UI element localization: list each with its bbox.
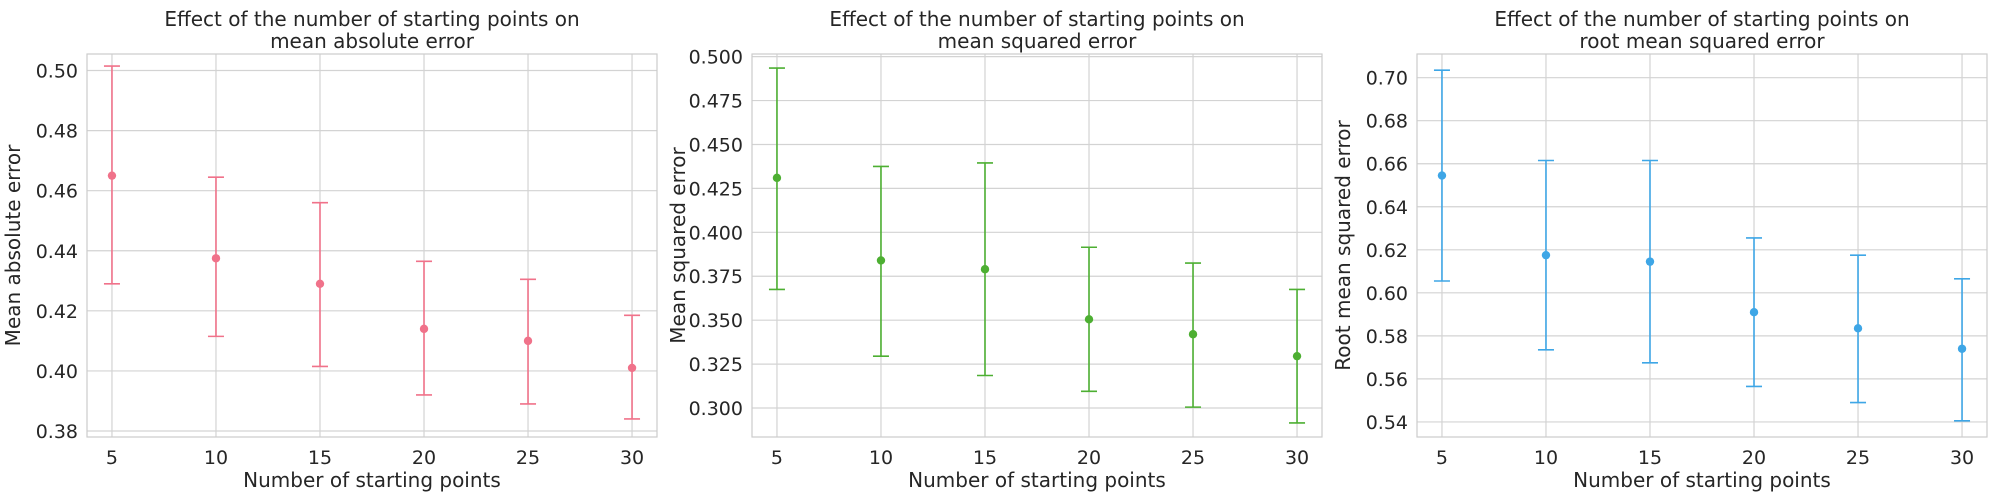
data-point <box>1749 308 1759 317</box>
chart-title-line-1: Effect of the number of starting points … <box>1494 7 1909 31</box>
data-point <box>1188 330 1198 339</box>
y-tick-label: 0.500 <box>689 47 743 69</box>
y-tick-label: 0.66 <box>1366 154 1408 176</box>
chart-title-line-2: root mean squared error <box>1579 29 1825 53</box>
x-axis-label: Number of starting points <box>908 468 1166 492</box>
y-tick-label: 0.42 <box>36 301 78 323</box>
y-tick-label: 0.68 <box>1366 111 1408 133</box>
y-tick-label: 0.60 <box>1366 283 1408 305</box>
y-tick-label: 0.375 <box>689 266 743 288</box>
x-tick-label: 20 <box>1742 447 1766 469</box>
x-tick-label: 5 <box>771 447 783 469</box>
y-axis-label: Mean squared error <box>666 147 690 344</box>
y-tick-label: 0.44 <box>36 241 78 263</box>
y-tick-label: 0.325 <box>689 354 743 376</box>
chart-panel-1: 0.38 0.40 0.42 0.44 0.46 0.48 0.50 5 10 15 20 25 30 E… <box>1 7 658 492</box>
data-point <box>211 254 221 263</box>
x-tick-label: 30 <box>1950 447 1974 469</box>
y-tick-label: 0.56 <box>1366 369 1408 391</box>
y-tick-label: 0.40 <box>36 361 78 383</box>
x-axis-label: Number of starting points <box>243 468 501 492</box>
x-tick-label: 10 <box>1534 447 1558 469</box>
y-tick-label: 0.350 <box>689 310 743 332</box>
x-tick-label: 20 <box>1077 447 1101 469</box>
y-tick-label: 0.70 <box>1366 68 1408 90</box>
data-point <box>627 363 637 373</box>
data-point <box>107 171 117 180</box>
y-tick-label: 0.475 <box>689 91 743 113</box>
y-tick-label: 0.64 <box>1366 197 1408 219</box>
data-point <box>980 265 990 274</box>
data-point <box>419 324 429 334</box>
data-point <box>315 279 325 288</box>
data-point <box>876 256 886 265</box>
data-point <box>772 173 782 183</box>
plot-frame <box>86 53 658 438</box>
x-tick-label: 30 <box>620 447 644 469</box>
x-tick-label: 15 <box>1638 447 1662 469</box>
y-tick-label: 0.300 <box>689 398 743 420</box>
x-tick-label: 5 <box>106 447 118 469</box>
x-tick-label: 5 <box>1436 447 1448 469</box>
data-point <box>1957 344 1967 353</box>
chart-title-line-1: Effect of the number of starting points … <box>164 7 579 31</box>
chart-title-line-2: mean squared error <box>938 29 1137 53</box>
x-tick-label: 15 <box>973 447 997 469</box>
x-tick-label: 30 <box>1285 447 1309 469</box>
y-tick-label: 0.62 <box>1366 240 1408 262</box>
y-tick-label: 0.54 <box>1366 412 1408 434</box>
x-tick-label: 25 <box>1181 447 1205 469</box>
x-tick-label: 10 <box>204 447 228 469</box>
x-tick-label: 25 <box>516 447 540 469</box>
y-tick-label: 0.48 <box>36 121 78 143</box>
y-tick-label: 0.425 <box>689 178 743 200</box>
y-tick-label: 0.50 <box>36 61 78 83</box>
y-axis-label: Root mean squared error <box>1331 120 1355 371</box>
data-point <box>1645 257 1655 266</box>
x-tick-label: 15 <box>308 447 332 469</box>
data-point <box>523 336 533 346</box>
plot-frame <box>751 53 1323 438</box>
chart-panel-3: 0.54 0.56 0.58 0.60 0.62 0.64 0.66 0.68 0.70 5 10 1… <box>1331 7 1988 492</box>
y-tick-label: 0.38 <box>36 421 78 443</box>
y-tick-label: 0.400 <box>689 222 743 244</box>
data-point <box>1084 315 1094 324</box>
y-axis-label: Mean absolute error <box>1 144 25 346</box>
chart-title-line-1: Effect of the number of starting points … <box>829 7 1244 31</box>
chart-panel-2: 0.300 0.325 0.350 0.375 0.400 0.425 0.450 0.475… <box>666 7 1323 492</box>
data-point <box>1437 171 1447 180</box>
y-tick-label: 0.450 <box>689 134 743 156</box>
plot-frame <box>1416 53 1988 438</box>
data-point <box>1853 324 1863 333</box>
data-point <box>1292 351 1302 361</box>
y-tick-label: 0.46 <box>36 181 78 203</box>
x-tick-label: 10 <box>869 447 893 469</box>
x-tick-label: 25 <box>1846 447 1870 469</box>
data-point <box>1541 250 1551 260</box>
chart-title-line-2: mean absolute error <box>270 29 475 53</box>
y-tick-label: 0.58 <box>1366 326 1408 348</box>
x-tick-label: 20 <box>412 447 436 469</box>
x-axis-label: Number of starting points <box>1573 468 1831 492</box>
